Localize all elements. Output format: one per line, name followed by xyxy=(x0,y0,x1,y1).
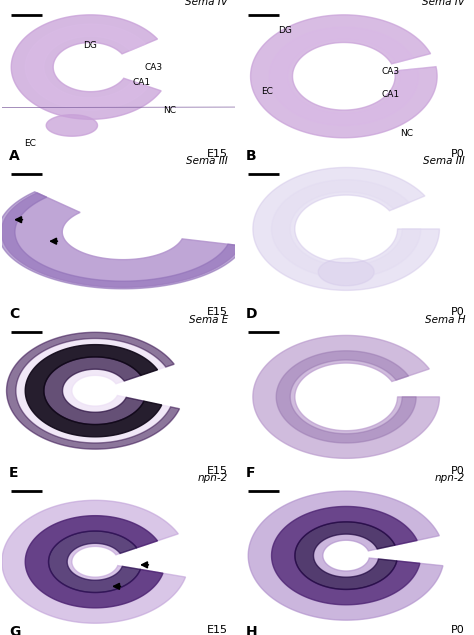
Text: H: H xyxy=(246,625,257,635)
Polygon shape xyxy=(0,192,245,289)
Polygon shape xyxy=(276,351,416,443)
Text: P0: P0 xyxy=(451,307,465,318)
Text: npn-2: npn-2 xyxy=(435,474,465,483)
Polygon shape xyxy=(7,332,180,449)
Text: E15: E15 xyxy=(207,466,228,476)
Polygon shape xyxy=(7,332,180,449)
Text: CA3: CA3 xyxy=(145,63,163,72)
Polygon shape xyxy=(46,115,98,137)
Text: DG: DG xyxy=(279,25,292,35)
Polygon shape xyxy=(251,15,437,138)
Text: CA3: CA3 xyxy=(382,67,400,76)
Text: NC: NC xyxy=(401,129,413,138)
Text: Sema IV: Sema IV xyxy=(422,0,465,7)
Text: P0: P0 xyxy=(451,625,465,635)
Polygon shape xyxy=(11,15,161,119)
Text: EC: EC xyxy=(261,87,273,96)
Polygon shape xyxy=(295,522,397,589)
Text: E: E xyxy=(9,466,18,480)
Polygon shape xyxy=(1,193,241,287)
Polygon shape xyxy=(253,335,439,458)
Text: CA1: CA1 xyxy=(133,78,151,87)
Text: Sema III: Sema III xyxy=(423,156,465,166)
Text: P0: P0 xyxy=(451,149,465,159)
Text: npn-2: npn-2 xyxy=(198,474,228,483)
Polygon shape xyxy=(25,24,149,110)
Text: C: C xyxy=(9,307,19,321)
Polygon shape xyxy=(253,168,439,290)
Text: Sema H: Sema H xyxy=(425,315,465,324)
Text: E15: E15 xyxy=(207,307,228,318)
Text: E15: E15 xyxy=(207,149,228,159)
Polygon shape xyxy=(48,531,140,592)
Text: Sema III: Sema III xyxy=(186,156,228,166)
Text: G: G xyxy=(9,625,20,635)
Text: EC: EC xyxy=(24,140,36,149)
Polygon shape xyxy=(318,258,374,286)
Text: A: A xyxy=(9,149,19,163)
Text: E15: E15 xyxy=(207,625,228,635)
Text: D: D xyxy=(246,307,257,321)
Polygon shape xyxy=(2,500,185,623)
Polygon shape xyxy=(25,516,163,608)
Polygon shape xyxy=(272,180,421,278)
Text: F: F xyxy=(246,466,255,480)
Text: B: B xyxy=(246,149,256,163)
Text: Sema IV: Sema IV xyxy=(185,0,228,7)
Text: Sema E: Sema E xyxy=(189,315,228,324)
Text: NC: NC xyxy=(164,105,176,114)
Polygon shape xyxy=(248,491,443,620)
Polygon shape xyxy=(272,507,420,605)
Polygon shape xyxy=(44,357,144,425)
Polygon shape xyxy=(25,345,162,437)
Text: CA1: CA1 xyxy=(382,90,400,99)
Text: DG: DG xyxy=(83,41,98,50)
Polygon shape xyxy=(269,27,419,126)
Text: P0: P0 xyxy=(451,466,465,476)
